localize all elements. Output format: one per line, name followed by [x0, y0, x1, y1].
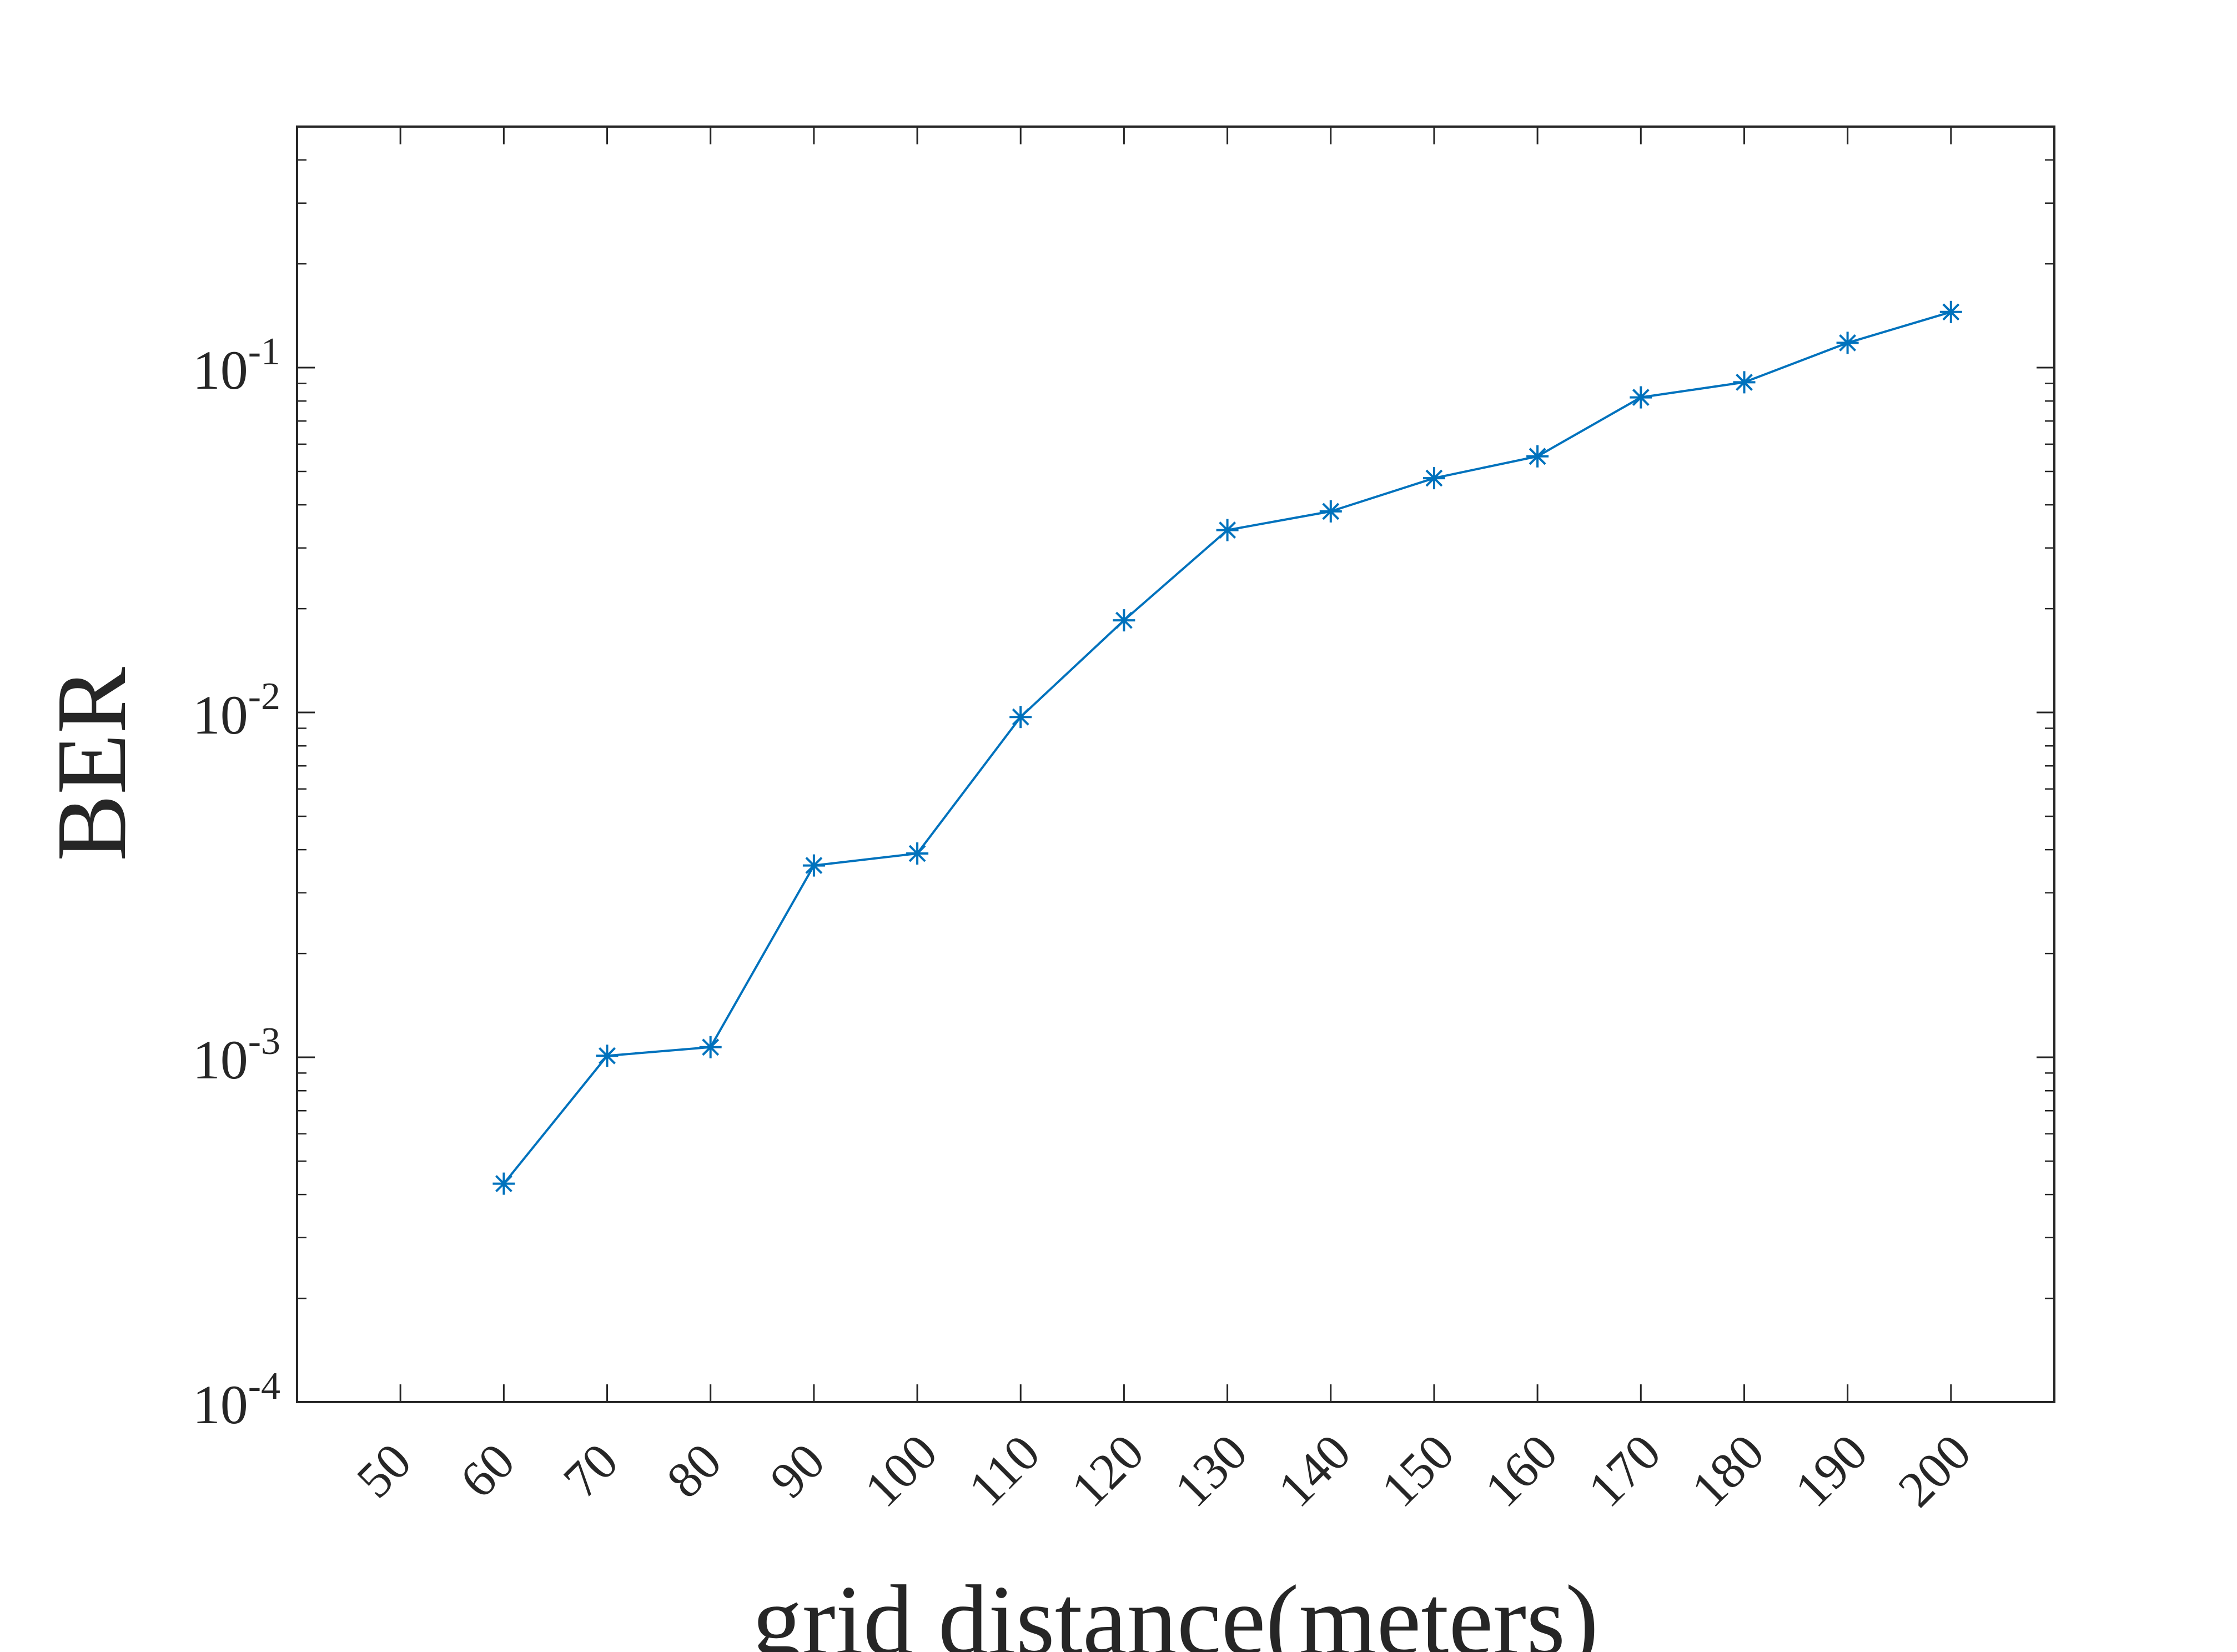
x-tick-label: 50	[346, 1432, 422, 1508]
x-tick-label: 70	[552, 1432, 629, 1508]
y-tick-label: 10-3	[193, 1020, 280, 1091]
data-point-marker	[1113, 609, 1135, 632]
x-tick-label: 200	[1887, 1423, 1982, 1518]
x-tick-label: 80	[656, 1432, 732, 1508]
data-point-marker	[1733, 371, 1756, 394]
series-markers	[492, 300, 1962, 1195]
x-tick-label: 140	[1267, 1423, 1361, 1518]
data-point-marker	[906, 842, 929, 865]
data-point-marker	[1319, 500, 1342, 523]
data-point-marker	[1009, 706, 1032, 729]
data-point-marker	[1422, 467, 1445, 490]
x-tick-label: 190	[1784, 1423, 1878, 1518]
x-tick-label: 90	[759, 1432, 835, 1508]
data-point-marker	[596, 1045, 619, 1067]
data-point-marker	[1836, 332, 1859, 354]
x-tick-labels: 50 60 70 80 90 100 110 120 130 140 150 160 170 180 190…	[346, 1423, 1982, 1518]
x-tick-label: 120	[1060, 1423, 1155, 1518]
data-point-marker	[802, 854, 825, 877]
minor-ticks	[297, 159, 2054, 1299]
y-axis-label: BER	[36, 667, 147, 861]
x-tick-label: 160	[1474, 1423, 1568, 1518]
x-tick-label: 60	[449, 1432, 525, 1508]
plot-frame	[296, 125, 2055, 1403]
x-tick-label: 150	[1370, 1423, 1465, 1518]
y-tick-labels: 10-4 10-3 10-2 10-1	[193, 330, 280, 1435]
y-tick-label: 10-4	[193, 1365, 280, 1435]
data-point-marker	[1526, 445, 1549, 468]
data-point-marker	[492, 1172, 515, 1195]
data-point-marker	[699, 1036, 722, 1058]
data-point-marker	[1939, 300, 1962, 323]
y-tick-label: 10-1	[193, 330, 280, 401]
plot-area	[297, 127, 2054, 1402]
x-tick-label: 180	[1681, 1423, 1775, 1518]
x-tick-label: 170	[1577, 1423, 1672, 1518]
x-tick-label: 130	[1164, 1423, 1258, 1518]
y-tick-label: 10-2	[193, 675, 280, 746]
x-axis-label: grid distance(meters)	[752, 1565, 1598, 1652]
data-point-marker	[1216, 519, 1239, 541]
data-point-marker	[1630, 386, 1652, 409]
x-tick-label: 110	[958, 1424, 1050, 1517]
x-tick-label: 100	[853, 1423, 948, 1518]
